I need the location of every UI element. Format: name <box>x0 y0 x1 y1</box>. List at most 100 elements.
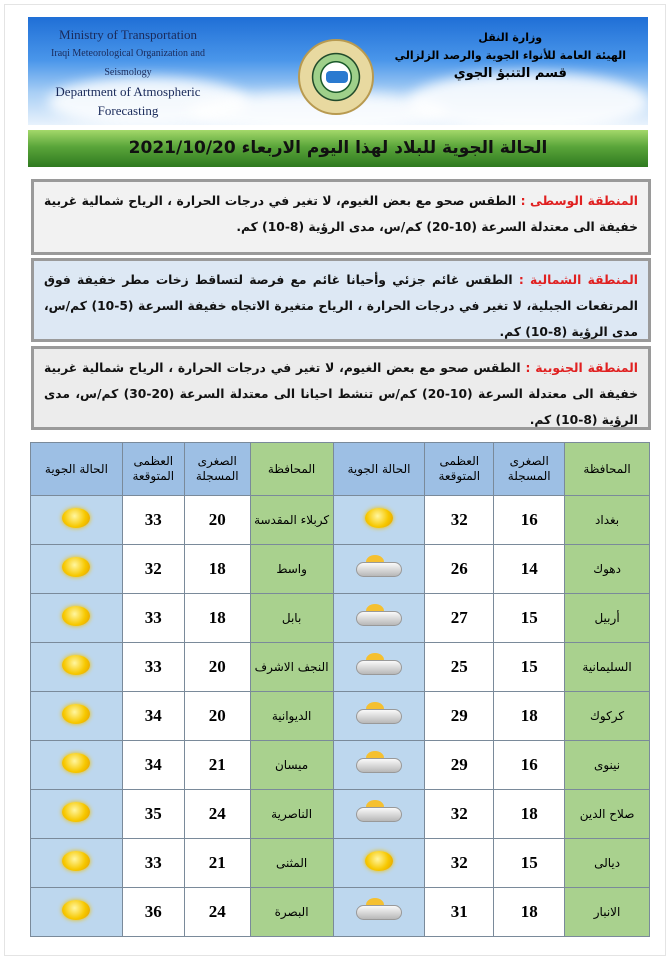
governorate-cell: كربلاء المقدسة <box>249 495 334 545</box>
condition-cell <box>332 887 426 937</box>
governorate-cell: بغداد <box>564 495 650 545</box>
table-header-row: المحافظة الصغرى المسجلة العظمى المتوقعة … <box>30 442 650 496</box>
partly-cloudy-icon <box>355 555 402 579</box>
table-row: نينوى 16 29 ميسان 21 34 <box>30 740 650 790</box>
department-name-ar: قسم التنبؤ الجوي <box>453 66 567 81</box>
max-temp-cell: 32 <box>424 789 495 839</box>
condition-cell <box>332 544 426 594</box>
max-temp-cell: 31 <box>424 887 495 937</box>
partly-cloudy-icon <box>355 653 402 677</box>
governorate-cell: صلاح الدين <box>564 789 650 839</box>
condition-cell <box>30 642 123 692</box>
region-central: المنطقة الوسطى : الطقس صحو مع بعض الغيوم… <box>31 179 651 255</box>
min-temp-cell: 18 <box>183 544 251 594</box>
region-label: المنطقة الشمالية : <box>518 273 638 287</box>
governorate-cell: الناصرية <box>249 789 334 839</box>
max-temp-cell: 33 <box>121 593 185 643</box>
max-temp-cell: 32 <box>424 495 495 545</box>
sun-icon <box>62 557 91 577</box>
governorate-cell: البصرة <box>249 887 334 937</box>
arabic-header: وزارة النقل الهيئة العامة للأنواء الجوية… <box>395 29 626 83</box>
sun-icon <box>62 851 91 871</box>
sun-icon <box>364 508 393 528</box>
min-temp-cell: 21 <box>183 838 251 888</box>
page-frame <box>4 4 666 956</box>
min-temp-cell: 24 <box>183 789 251 839</box>
partly-cloudy-icon <box>355 800 402 824</box>
table-row: دهوك 14 26 واسط 18 32 <box>30 544 650 594</box>
partly-cloudy-icon <box>355 604 402 628</box>
max-temp-cell: 32 <box>424 838 495 888</box>
table-row: بغداد 16 32 كربلاء المقدسة 20 33 <box>30 495 650 545</box>
min-temp-cell: 18 <box>493 691 566 741</box>
condition-cell <box>30 887 123 937</box>
table-row: السليمانية 15 25 النجف الاشرف 20 33 <box>30 642 650 692</box>
region-text: الطقس غائم جزئي وأحيانا غائم مع فرصة لتس… <box>44 273 638 339</box>
region-label: المنطقة الوسطى : <box>520 194 638 208</box>
sun-icon <box>364 851 393 871</box>
region-label: المنطقة الجنوبية : <box>525 361 638 375</box>
governorate-cell: واسط <box>249 544 334 594</box>
condition-cell <box>30 495 123 545</box>
governorate-cell: الديوانية <box>249 691 334 741</box>
min-temp-cell: 20 <box>183 691 251 741</box>
condition-cell <box>30 691 123 741</box>
governorate-cell: أربيل <box>564 593 650 643</box>
max-temp-cell: 26 <box>424 544 495 594</box>
organization-logo <box>298 39 374 115</box>
governorate-cell: المثنى <box>249 838 334 888</box>
header-max: العظمى المتوقعة <box>121 442 185 496</box>
governorate-cell: ميسان <box>249 740 334 790</box>
governorate-cell: السليمانية <box>564 642 650 692</box>
condition-cell <box>332 495 426 545</box>
max-temp-cell: 36 <box>121 887 185 937</box>
max-temp-cell: 29 <box>424 691 495 741</box>
header-condition: الحالة الجوية <box>30 442 123 496</box>
condition-cell <box>332 691 426 741</box>
department-name-en: Department of Atmospheric Forecasting <box>55 84 201 118</box>
header-governorate: المحافظة <box>249 442 334 496</box>
condition-cell <box>332 740 426 790</box>
max-temp-cell: 33 <box>121 495 185 545</box>
english-header: Ministry of Transportation Iraqi Meteoro… <box>28 25 228 120</box>
max-temp-cell: 34 <box>121 691 185 741</box>
condition-cell <box>30 838 123 888</box>
condition-cell <box>332 642 426 692</box>
max-temp-cell: 33 <box>121 838 185 888</box>
governorate-cell: النجف الاشرف <box>249 642 334 692</box>
condition-cell <box>332 789 426 839</box>
sun-icon <box>62 753 91 773</box>
organization-name-en: Iraqi Meteorological Organization and Se… <box>51 48 205 78</box>
min-temp-cell: 18 <box>183 593 251 643</box>
min-temp-cell: 15 <box>493 838 566 888</box>
organization-name-ar: الهيئة العامة للأنواء الجوية والرصد الزل… <box>394 49 626 62</box>
min-temp-cell: 15 <box>493 642 566 692</box>
condition-cell <box>332 838 426 888</box>
sun-icon <box>62 655 91 675</box>
header-condition: الحالة الجوية <box>332 442 426 496</box>
min-temp-cell: 18 <box>493 789 566 839</box>
condition-cell <box>30 740 123 790</box>
condition-cell <box>30 593 123 643</box>
forecast-table: المحافظة الصغرى المسجلة العظمى المتوقعة … <box>30 442 650 937</box>
region-south: المنطقة الجنوبية : الطقس صحو مع بعض الغي… <box>31 346 651 430</box>
sun-icon <box>62 704 91 724</box>
table-row: أربيل 15 27 بابل 18 33 <box>30 593 650 643</box>
partly-cloudy-icon <box>355 898 402 922</box>
governorate-cell: بابل <box>249 593 334 643</box>
table-row: صلاح الدين 18 32 الناصرية 24 35 <box>30 789 650 839</box>
min-temp-cell: 24 <box>183 887 251 937</box>
table-row: ديالى 15 32 المثنى 21 33 <box>30 838 650 888</box>
header-banner: Ministry of Transportation Iraqi Meteoro… <box>28 17 648 125</box>
header-min: الصغرى المسجلة <box>493 442 566 496</box>
min-temp-cell: 20 <box>183 642 251 692</box>
region-text: الطقس صحو مع بعض الغيوم، لا تغير في درجا… <box>44 194 638 234</box>
governorate-cell: ديالى <box>564 838 650 888</box>
governorate-cell: الانبار <box>564 887 650 937</box>
condition-cell <box>332 593 426 643</box>
min-temp-cell: 21 <box>183 740 251 790</box>
header-max: العظمى المتوقعة <box>424 442 495 496</box>
max-temp-cell: 29 <box>424 740 495 790</box>
governorate-cell: نينوى <box>564 740 650 790</box>
max-temp-cell: 25 <box>424 642 495 692</box>
